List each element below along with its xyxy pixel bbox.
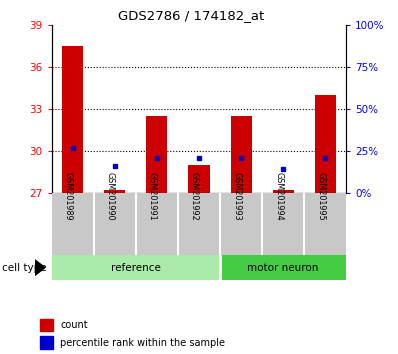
Text: GSM201995: GSM201995 bbox=[316, 172, 325, 221]
Bar bbox=[315, 95, 336, 193]
FancyBboxPatch shape bbox=[220, 255, 346, 280]
Bar bbox=[189, 165, 209, 193]
Text: motor neuron: motor neuron bbox=[248, 263, 319, 273]
Bar bbox=[40, 319, 53, 331]
Text: reference: reference bbox=[111, 263, 161, 273]
Bar bbox=[273, 190, 294, 193]
Text: GSM201991: GSM201991 bbox=[148, 172, 157, 220]
Text: GSM201992: GSM201992 bbox=[190, 172, 199, 221]
Polygon shape bbox=[35, 260, 45, 275]
Bar bbox=[40, 336, 53, 349]
Text: GSM201993: GSM201993 bbox=[232, 172, 241, 220]
Text: cell type: cell type bbox=[2, 263, 47, 273]
Text: GSM201994: GSM201994 bbox=[274, 172, 283, 220]
Text: GSM201989: GSM201989 bbox=[64, 172, 73, 220]
Bar bbox=[230, 116, 252, 193]
Bar bbox=[104, 190, 125, 193]
Text: percentile rank within the sample: percentile rank within the sample bbox=[60, 338, 225, 348]
Text: count: count bbox=[60, 320, 88, 330]
Bar bbox=[146, 116, 168, 193]
FancyBboxPatch shape bbox=[52, 255, 220, 280]
Bar bbox=[62, 46, 83, 193]
Text: GDS2786 / 174182_at: GDS2786 / 174182_at bbox=[118, 9, 264, 22]
Text: GSM201990: GSM201990 bbox=[106, 172, 115, 220]
